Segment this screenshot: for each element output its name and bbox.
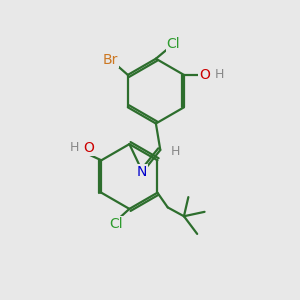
Text: O: O bbox=[199, 68, 210, 82]
Text: Cl: Cl bbox=[109, 217, 123, 231]
Text: H: H bbox=[215, 68, 224, 81]
Text: Br: Br bbox=[103, 53, 118, 67]
Text: O: O bbox=[83, 141, 94, 155]
Text: H: H bbox=[171, 145, 180, 158]
Text: Cl: Cl bbox=[167, 37, 180, 51]
Text: N: N bbox=[137, 165, 147, 179]
Text: H: H bbox=[69, 141, 79, 154]
